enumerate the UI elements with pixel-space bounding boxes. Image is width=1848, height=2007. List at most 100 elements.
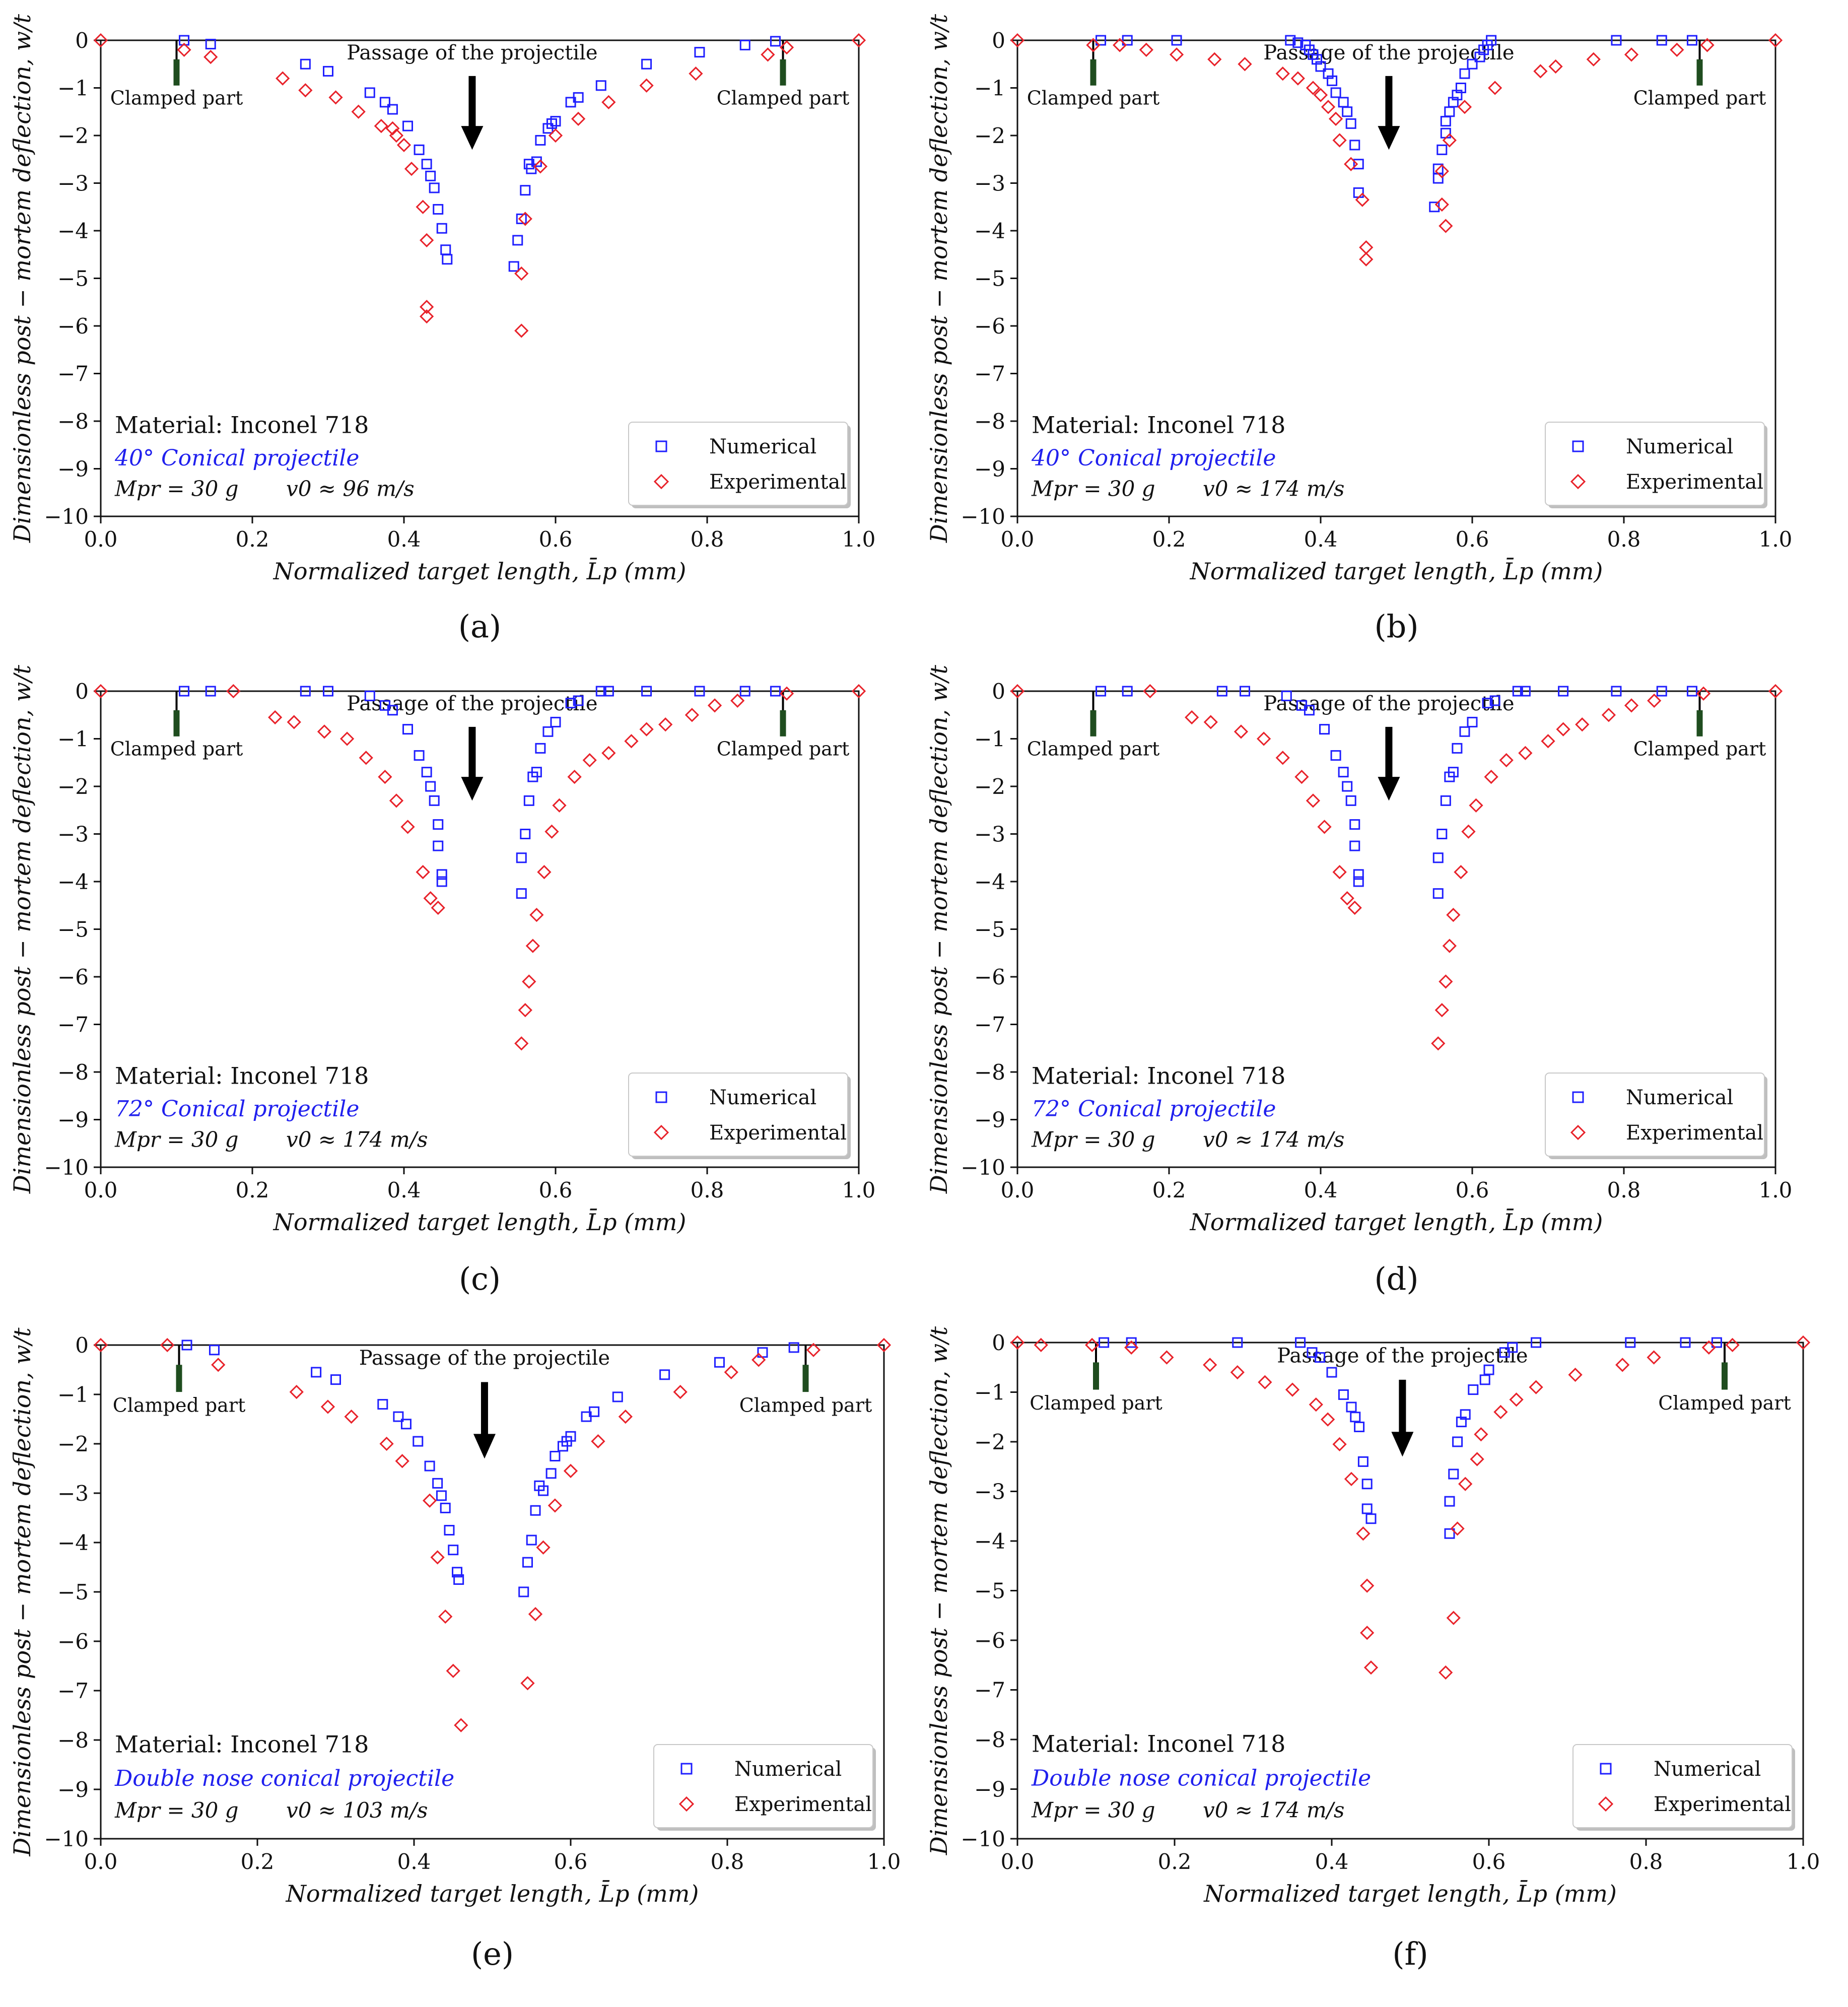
y-tick-label: −9	[974, 1108, 1005, 1132]
data-point-experimental	[1647, 693, 1662, 708]
x-tick-label: 0.8	[1629, 1849, 1663, 1874]
data-point-experimental	[730, 693, 745, 708]
clamp-mark	[1090, 710, 1097, 737]
clamped-part-right-label: Clamped part	[1633, 87, 1766, 109]
data-point-numerical	[573, 92, 584, 103]
projectile-label: Double nose conical projectile	[1031, 1766, 1371, 1791]
data-point-numerical	[1432, 173, 1444, 184]
clamp-mark	[173, 710, 180, 737]
y-tick-label: −10	[961, 1155, 1005, 1180]
clamped-part-right-label: Clamped part	[717, 738, 850, 760]
data-point-numerical	[520, 829, 531, 839]
data-point-numerical	[1349, 819, 1360, 830]
data-point-experimental	[340, 731, 355, 746]
panel-label: (e)	[471, 1935, 514, 1972]
x-tick-label: 0.8	[691, 1178, 724, 1202]
y-tick-label: −9	[974, 1777, 1005, 1802]
x-tick-label: 0.6	[1456, 527, 1489, 552]
projectile-label: 40° Conical projectile	[114, 445, 359, 471]
x-tick-label: 1.0	[1759, 527, 1793, 552]
x-tick-label: 0.2	[241, 1849, 275, 1874]
chart-panel-2: 0.0 0.2 0.4 0.6 0.8 1.0 0 −1 −2 −3 −4 −5 −6 −7 −8 −9 −10…	[925, 14, 1792, 645]
data-point-numerical	[414, 144, 425, 155]
clamped-part-left-label: Clamped part	[113, 1394, 246, 1416]
data-point-numerical	[1338, 1389, 1349, 1400]
data-point-numerical	[433, 204, 444, 215]
y-axis-label: Dimensionless post − mortem deflection, …	[925, 1326, 952, 1855]
x-tick-label: 0.6	[539, 527, 573, 552]
data-point-experimental	[707, 698, 722, 713]
material-label: Material: Inconel 718	[1032, 1062, 1285, 1090]
y-tick-label: −3	[57, 1481, 89, 1506]
clamp-mark	[1093, 1362, 1099, 1390]
data-point-experimental	[438, 1609, 453, 1624]
arrow-head	[1391, 1432, 1414, 1457]
data-point-numerical	[1448, 1468, 1459, 1480]
data-point-experimental	[1439, 1665, 1453, 1680]
mass-label: Mpr = 30 g	[114, 476, 239, 501]
data-point-experimental	[404, 162, 419, 176]
data-point-numerical	[1520, 686, 1531, 697]
data-point-numerical	[1345, 118, 1356, 129]
data-point-numerical	[1432, 852, 1444, 863]
legend-marker-experimental	[653, 474, 669, 490]
data-point-numerical	[1342, 781, 1353, 792]
data-point-numerical	[1625, 1337, 1636, 1348]
y-tick-label: −2	[57, 774, 89, 799]
data-point-experimental	[779, 686, 794, 701]
data-point-experimental	[639, 78, 654, 93]
data-point-numerical	[1285, 35, 1296, 46]
data-point-experimental	[160, 1337, 175, 1353]
data-point-experimental	[514, 266, 529, 281]
data-point-numerical	[433, 819, 444, 830]
y-tick-label: −6	[57, 1629, 89, 1654]
data-point-experimental	[1701, 1340, 1716, 1355]
data-point-numerical	[1349, 140, 1360, 151]
data-point-experimental	[1796, 1335, 1811, 1350]
data-point-numerical	[516, 213, 527, 224]
velocity-label: v0 ≈ 174 m/s	[1203, 1127, 1344, 1152]
legend-box	[628, 1073, 848, 1157]
data-point-numerical	[1315, 1352, 1326, 1363]
material-label: Material: Inconel 718	[115, 412, 369, 439]
data-point-experimental	[446, 1663, 460, 1678]
data-point-experimental	[522, 974, 536, 989]
x-tick-label: 0.4	[397, 1849, 431, 1874]
x-tick-label: 0.2	[236, 1178, 269, 1202]
data-point-numerical	[1611, 35, 1622, 46]
data-point-experimental	[1768, 684, 1783, 699]
data-point-experimental	[851, 684, 866, 699]
clamp-mark	[1722, 1362, 1728, 1390]
passage-label: Passage of the projectile	[1277, 1344, 1528, 1367]
data-point-experimental	[548, 128, 563, 143]
data-point-experimental	[395, 1454, 409, 1468]
projectile-label: 72° Conical projectile	[115, 1096, 359, 1122]
passage-label: Passage of the projectile	[1263, 692, 1514, 715]
data-point-numerical	[424, 1460, 435, 1471]
y-tick-label: 0	[992, 679, 1005, 704]
y-tick-label: −1	[974, 727, 1005, 752]
legend-box	[653, 1744, 873, 1828]
data-point-numerical	[1338, 767, 1349, 778]
data-point-numerical	[603, 686, 614, 697]
y-tick-label: −2	[974, 123, 1005, 148]
y-tick-label: −7	[974, 362, 1005, 386]
data-point-numerical	[1686, 35, 1697, 46]
data-point-experimental	[1360, 1578, 1375, 1593]
data-point-numerical	[1482, 698, 1493, 709]
velocity-label: v0 ≈ 174 m/s	[1203, 476, 1344, 501]
data-point-experimental	[1439, 974, 1453, 989]
data-point-experimental	[1768, 33, 1783, 48]
data-point-experimental	[547, 1498, 563, 1513]
data-point-experimental	[1601, 708, 1616, 722]
velocity-label: v0 ≈ 174 m/s	[286, 1127, 428, 1152]
x-tick-label: 0.2	[1158, 1849, 1192, 1874]
data-point-experimental	[422, 1493, 437, 1508]
data-point-numerical	[421, 159, 432, 170]
data-point-numerical	[595, 686, 606, 697]
data-point-experimental	[1306, 793, 1321, 808]
x-tick-label: 1.0	[842, 527, 876, 552]
data-point-experimental	[1446, 1611, 1461, 1625]
data-point-numerical	[1315, 61, 1326, 72]
data-point-numerical	[402, 120, 414, 131]
